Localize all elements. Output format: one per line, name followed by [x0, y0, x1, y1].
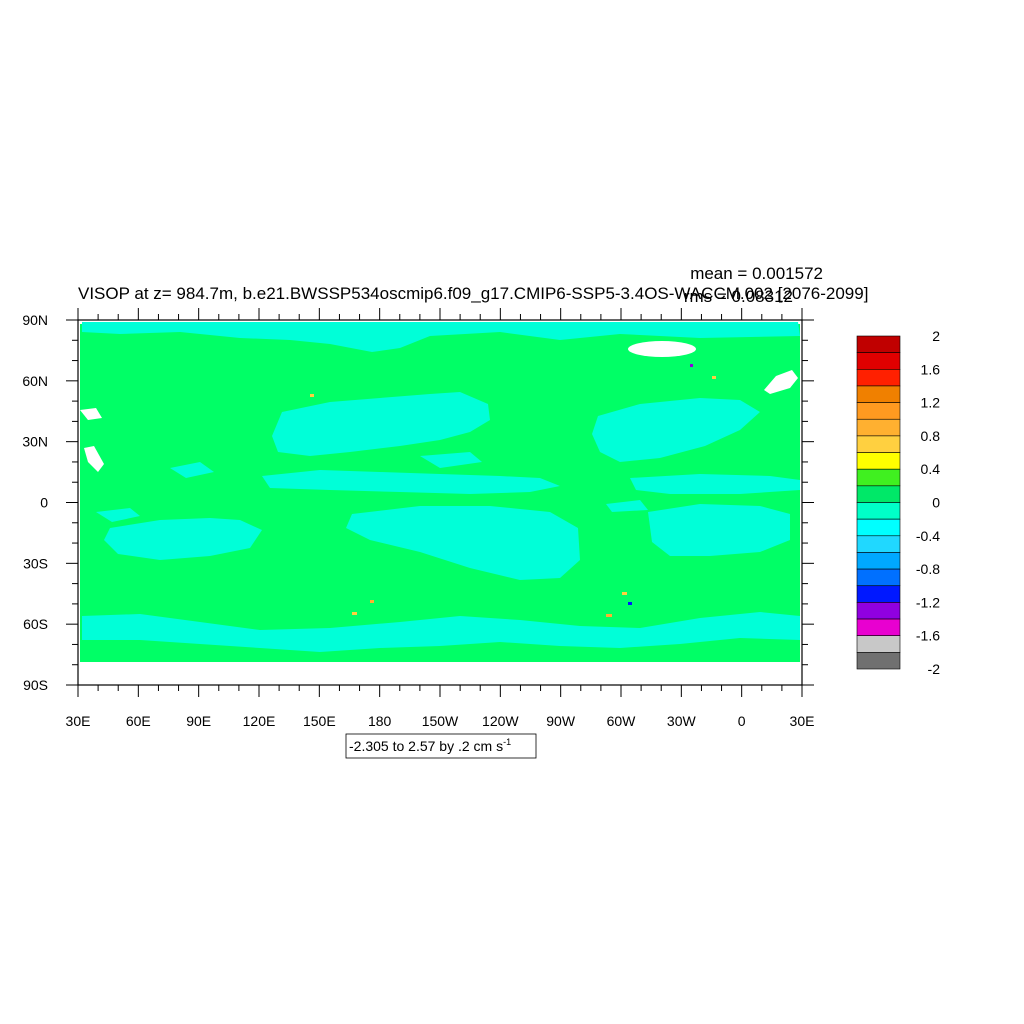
colorbar-label: -1.6	[916, 628, 940, 644]
y-tick-label: 90S	[23, 677, 48, 693]
scandinavia-blank	[764, 370, 798, 394]
field-specks	[310, 364, 716, 617]
map-field	[78, 320, 802, 684]
x-tick-label: 90E	[186, 713, 211, 729]
colorbar-box	[856, 402, 901, 420]
colorbar-box	[856, 518, 901, 537]
colorbar-box	[856, 635, 901, 653]
colorbar-box	[856, 652, 901, 670]
x-tick-label: 0	[738, 713, 746, 729]
colorbar-box	[856, 435, 901, 453]
colorbar-label: 1.6	[921, 361, 941, 377]
x-tick-label: 90W	[546, 713, 576, 729]
x-tick-label: 120W	[482, 713, 519, 729]
colorbar-box	[856, 585, 901, 603]
x-tick-label: 60E	[126, 713, 151, 729]
greenland-blank	[628, 341, 696, 357]
svg-text:-2.305 to 2.57 by .2 cm s-1: -2.305 to 2.57 by .2 cm s-1	[349, 737, 511, 754]
colorbar-label: 0.8	[921, 428, 941, 444]
colorbar-label: 0.4	[921, 461, 941, 477]
x-tick-label: 30E	[790, 713, 815, 729]
y-tick-label: 30S	[23, 555, 48, 571]
colorbar-box	[856, 502, 901, 520]
colorbar-box	[856, 535, 901, 553]
x-tick-label: 30W	[667, 713, 697, 729]
colorbar-box	[856, 352, 901, 370]
colorbar-box	[856, 552, 901, 570]
x-tick-label: 150E	[303, 713, 336, 729]
colorbar: 2 1.6 1.2 0.8 0.4 0 -0.4 -0.8 -1.2 -1.6 -2	[856, 328, 941, 677]
colorbar-box	[856, 418, 901, 437]
y-tick-label: 0	[40, 495, 48, 511]
colorbar-box	[856, 468, 901, 487]
contour-info-superscript: -1	[503, 737, 511, 747]
colorbar-box	[856, 452, 901, 470]
y-tick-label: 60N	[22, 373, 48, 389]
y-tick-label: 90N	[22, 312, 48, 328]
chart-title: VISOP at z= 984.7m, b.e21.BWSSP534oscmip…	[78, 284, 868, 303]
x-tick-label: 180	[368, 713, 392, 729]
x-tick-label: 30E	[66, 713, 91, 729]
contour-info-box: -2.305 to 2.57 by .2 cm s-1	[345, 733, 537, 759]
x-tick-label: 60W	[607, 713, 637, 729]
y-tick-label: 60S	[23, 616, 48, 632]
x-tick-label: 150W	[422, 713, 459, 729]
colorbar-box	[856, 385, 901, 403]
colorbar-box	[856, 368, 901, 387]
x-tick-label: 120E	[243, 713, 276, 729]
caspian-blank-2	[84, 446, 104, 472]
colorbar-box	[856, 602, 901, 620]
contour-info-text: -2.305 to 2.57 by .2 cm s	[349, 738, 503, 754]
colorbar-label: 0	[932, 495, 940, 511]
mean-label: mean = 0.001572	[690, 264, 823, 283]
colorbar-box	[856, 568, 901, 587]
axes: 30E 60E 90E 120E 150E 180 150W 120W 90W 60W 30W 0 30…	[22, 308, 814, 729]
field-negative-regions	[82, 322, 800, 652]
colorbar-label: 2	[932, 328, 940, 344]
colorbar-label: -0.4	[916, 528, 940, 544]
colorbar-box	[856, 618, 901, 636]
colorbar-box	[856, 335, 901, 353]
colorbar-label: 1.2	[921, 395, 941, 411]
missing-regions	[80, 324, 802, 662]
colorbar-box	[856, 485, 901, 503]
colorbar-label: -0.8	[916, 561, 940, 577]
colorbar-label: -1.2	[916, 594, 940, 610]
y-tick-label: 30N	[22, 434, 48, 450]
antarctica-blank	[78, 662, 802, 684]
caspian-blank-1	[80, 408, 102, 420]
rms-label: rms = 0.08312	[684, 287, 793, 306]
colorbar-label: -2	[928, 661, 941, 677]
